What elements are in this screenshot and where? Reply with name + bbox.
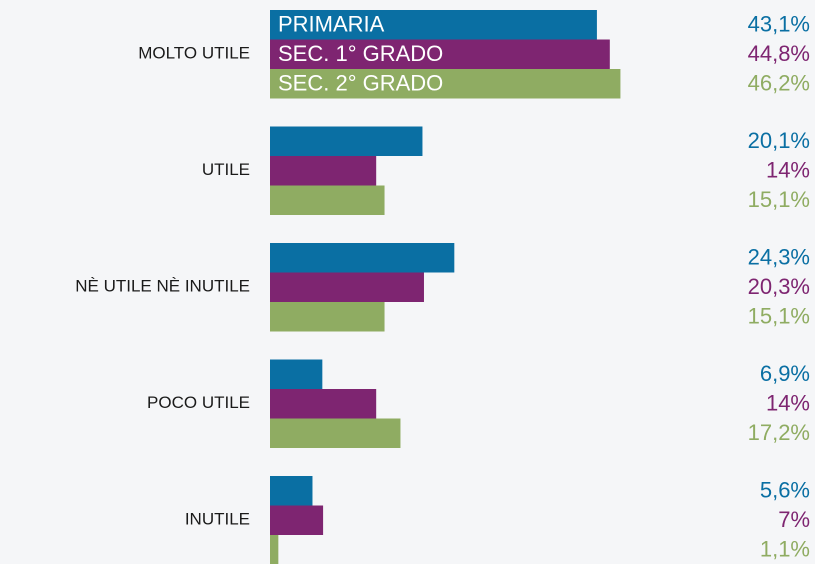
bar	[270, 185, 385, 215]
value-label: 7%	[778, 507, 810, 532]
bar	[270, 272, 424, 302]
value-label: 24,3%	[748, 245, 810, 270]
category-label: NÈ UTILE NÈ INUTILE	[75, 277, 250, 296]
bar	[270, 535, 279, 564]
category-label: INUTILE	[185, 510, 250, 529]
value-label: 14%	[766, 391, 810, 416]
value-label: 43,1%	[748, 12, 810, 37]
value-label: 46,2%	[748, 71, 810, 96]
value-label: 15,1%	[748, 304, 810, 329]
value-label: 14%	[766, 158, 810, 183]
legend-label: PRIMARIA	[278, 12, 385, 37]
bar	[270, 39, 610, 69]
value-label: 1,1%	[760, 537, 810, 562]
value-label: 20,1%	[748, 128, 810, 153]
bar	[270, 10, 597, 40]
legend-label: SEC. 2° GRADO	[278, 71, 443, 96]
bar	[270, 302, 385, 332]
value-label: 5,6%	[760, 478, 810, 503]
bar	[270, 156, 377, 186]
value-label: 20,3%	[748, 274, 810, 299]
category-label: POCO UTILE	[147, 393, 250, 412]
category-label: MOLTO UTILE	[138, 44, 250, 63]
value-label: 6,9%	[760, 361, 810, 386]
bar	[270, 418, 401, 448]
bar	[270, 476, 313, 506]
bar	[270, 69, 621, 99]
bar	[270, 359, 323, 389]
bar	[270, 243, 455, 273]
bar	[270, 505, 324, 535]
value-label: 44,8%	[748, 41, 810, 66]
category-label: UTILE	[202, 160, 250, 179]
value-label: 17,2%	[748, 420, 810, 445]
bar	[270, 126, 423, 156]
legend-label: SEC. 1° GRADO	[278, 41, 443, 66]
bar	[270, 389, 377, 419]
value-label: 15,1%	[748, 187, 810, 212]
